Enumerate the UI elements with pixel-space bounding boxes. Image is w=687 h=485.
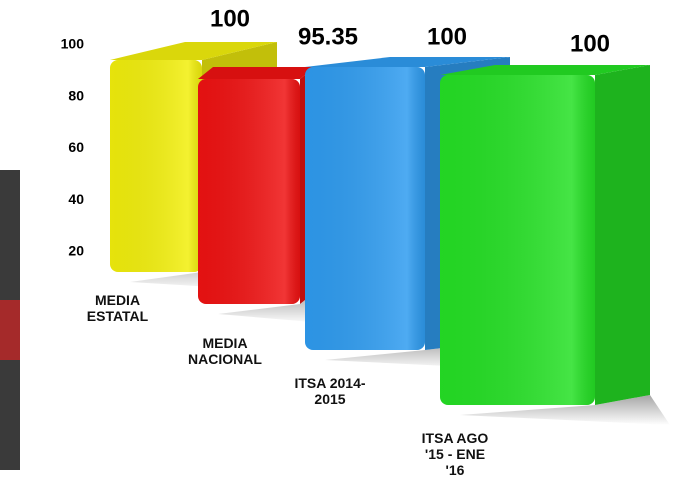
bar-shade (198, 78, 300, 304)
bar-shade (110, 60, 202, 272)
value-label: 100 (210, 5, 250, 32)
y-tick-label: 80 (68, 87, 84, 103)
bar-top (305, 57, 510, 67)
category-label: MEDIA ESTATAL (86, 292, 149, 324)
value-label: 95.35 (298, 23, 358, 50)
y-tick-label: 40 (68, 191, 84, 207)
category-label: ITSA AGO '15 - ENE '16 (421, 430, 489, 478)
bar-shade (440, 75, 595, 405)
y-tick-label: 60 (68, 139, 84, 155)
bar-shade (305, 67, 425, 350)
bar-top (198, 66, 315, 79)
photo-fragment (0, 300, 20, 360)
y-tick-label: 20 (68, 243, 84, 259)
y-tick-label: 100 (61, 36, 85, 52)
category-label: ITSA 2014-2015 (294, 375, 366, 407)
value-label: 100 (570, 30, 610, 57)
bar-top (110, 42, 277, 60)
bar-side (595, 65, 650, 405)
category-label: MEDIA NACIONAL (188, 335, 262, 367)
value-label: 100 (427, 23, 467, 50)
bar-top (440, 65, 650, 75)
bar-shadow (460, 395, 670, 425)
